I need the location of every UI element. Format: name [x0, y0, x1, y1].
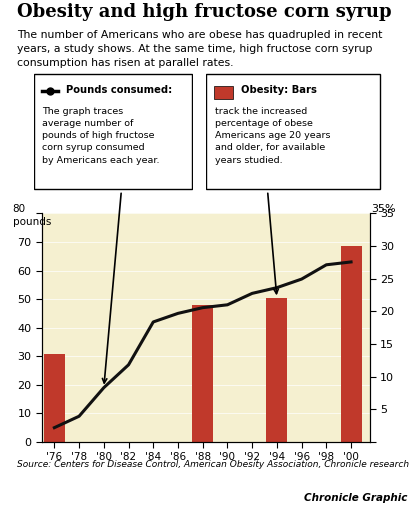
Bar — [44, 354, 65, 442]
Text: track the increased
percentage of obese
Americans age 20 years
and older, for av: track the increased percentage of obese … — [215, 107, 330, 165]
Bar — [192, 305, 213, 442]
Bar — [341, 246, 362, 442]
Text: 35%: 35% — [371, 204, 396, 214]
Text: The number of Americans who are obese has quadrupled in recent
years, a study sh: The number of Americans who are obese ha… — [17, 30, 382, 69]
FancyBboxPatch shape — [214, 86, 233, 99]
Text: Chronicle Graphic: Chronicle Graphic — [304, 493, 407, 503]
Text: Obesity and high fructose corn syrup: Obesity and high fructose corn syrup — [17, 3, 391, 20]
FancyBboxPatch shape — [34, 74, 192, 189]
FancyBboxPatch shape — [206, 74, 381, 189]
Text: Source: Centers for Disease Control, American Obesity Association, Chronicle res: Source: Centers for Disease Control, Ame… — [17, 460, 409, 469]
Text: Obesity: Bars: Obesity: Bars — [241, 85, 317, 94]
Text: 80
pounds: 80 pounds — [13, 204, 51, 227]
Text: The graph traces
average number of
pounds of high fructose
corn syrup consumed
b: The graph traces average number of pound… — [42, 107, 159, 165]
Text: Pounds consumed:: Pounds consumed: — [66, 85, 172, 94]
Bar — [266, 298, 287, 442]
